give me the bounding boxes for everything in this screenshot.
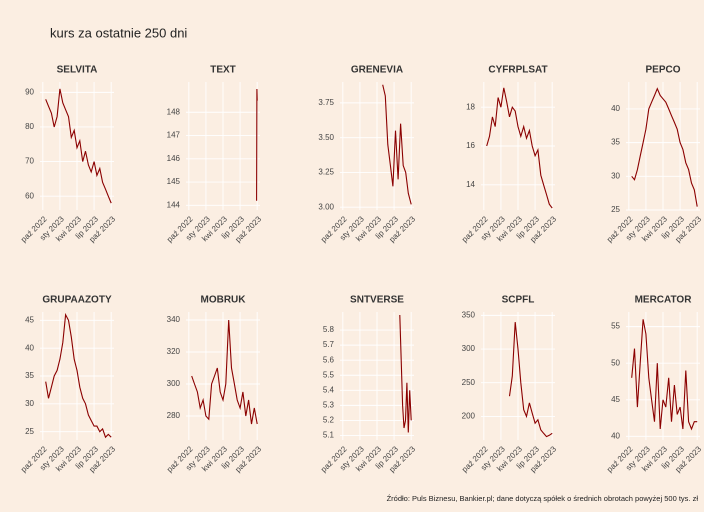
chart-title: kurs za ostatnie 250 dni: [50, 25, 187, 40]
y-tick-label: 340: [167, 315, 181, 324]
y-tick-label: 148: [167, 107, 181, 116]
y-tick-label: 30: [25, 399, 34, 408]
y-tick-label: 145: [167, 177, 181, 186]
y-tick-label: 300: [462, 344, 476, 353]
y-tick-label: 280: [167, 411, 181, 420]
panel-title: PEPCO: [645, 65, 680, 76]
y-tick-label: 90: [25, 87, 34, 96]
price-line: [45, 88, 112, 204]
y-tick-label: 35: [25, 371, 34, 380]
y-tick-label: 200: [462, 412, 476, 421]
y-tick-label: 350: [462, 310, 476, 319]
y-tick-label: 320: [167, 347, 181, 356]
y-tick-label: 45: [25, 315, 34, 324]
y-tick-label: 14: [466, 180, 475, 189]
y-tick-label: 5.8: [323, 325, 335, 334]
price-line: [486, 87, 553, 209]
panel-title: MERCATOR: [635, 295, 693, 306]
price-line: [45, 312, 112, 439]
y-tick-label: 3.25: [318, 168, 334, 177]
price-line: [399, 314, 412, 433]
y-tick-label: 250: [462, 378, 476, 387]
y-tick-label: 146: [167, 154, 181, 163]
y-tick-label: 3.75: [318, 98, 334, 107]
y-tick-label: 5.1: [323, 431, 335, 440]
caption: Źródło: Puls Biznesu, Bankier.pl; dane d…: [387, 494, 699, 503]
panel-title: CYFRPLSAT: [488, 65, 547, 76]
y-tick-label: 80: [25, 122, 34, 131]
y-tick-label: 144: [167, 200, 181, 209]
y-tick-label: 300: [167, 379, 181, 388]
y-tick-label: 25: [611, 205, 620, 214]
y-tick-label: 5.5: [323, 370, 335, 379]
y-tick-label: 70: [25, 157, 34, 166]
price-line: [631, 87, 698, 207]
y-tick-label: 40: [611, 431, 620, 440]
y-tick-label: 3.50: [318, 133, 334, 142]
y-tick-label: 25: [25, 427, 34, 436]
price-line: [256, 88, 258, 201]
y-tick-label: 5.6: [323, 355, 335, 364]
panel-title: GRUPAAZOTY: [42, 295, 112, 306]
panel-title: SCPFL: [502, 295, 535, 306]
y-tick-label: 5.7: [323, 340, 335, 349]
y-tick-label: 40: [611, 104, 620, 113]
y-tick-label: 18: [466, 102, 475, 111]
y-tick-label: 5.2: [323, 416, 335, 425]
y-tick-label: 55: [611, 322, 620, 331]
y-tick-label: 3.00: [318, 202, 334, 211]
y-tick-label: 16: [466, 141, 475, 150]
panel-title: TEXT: [210, 65, 236, 76]
panel-title: SELVITA: [57, 65, 98, 76]
y-tick-label: 5.4: [323, 385, 335, 394]
y-tick-label: 30: [611, 171, 620, 180]
panel-title: GRENEVIA: [351, 65, 403, 76]
panel-title: SNTVERSE: [350, 295, 404, 306]
panel-title: MOBRUK: [201, 295, 247, 306]
y-tick-label: 40: [25, 343, 34, 352]
price-line: [382, 84, 412, 205]
y-tick-label: 45: [611, 395, 620, 404]
y-tick-label: 35: [611, 138, 620, 147]
y-tick-label: 5.3: [323, 400, 335, 409]
price-line: [508, 322, 553, 438]
price-line: [631, 319, 698, 431]
price-line: [191, 319, 258, 425]
y-tick-label: 147: [167, 131, 181, 140]
y-tick-label: 60: [25, 191, 34, 200]
y-tick-label: 50: [611, 358, 620, 367]
